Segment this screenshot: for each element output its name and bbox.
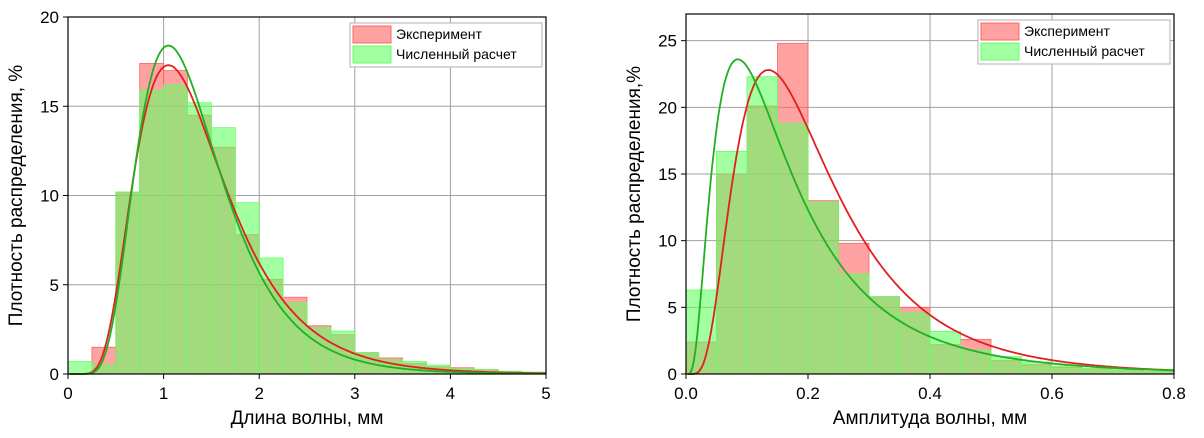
bar-simulation xyxy=(868,296,900,375)
legend: Эксперимент Численный расчет xyxy=(977,19,1171,65)
y-tick-label: 20 xyxy=(40,8,59,27)
y-tick-label: 15 xyxy=(658,165,677,184)
y-axis-label: Плотность распределения, % xyxy=(6,65,27,327)
bar-simulation xyxy=(838,273,870,375)
bar-simulation xyxy=(1051,365,1083,375)
bar-simulation xyxy=(163,84,188,375)
legend-label: Эксперимент xyxy=(396,26,482,42)
legend-swatch xyxy=(352,45,392,64)
bar-simulation xyxy=(67,361,93,375)
bar-simulation xyxy=(807,201,839,375)
x-tick-label: 0.6 xyxy=(1040,384,1064,403)
x-tick-label: 2 xyxy=(254,384,263,403)
x-axis-label: Амплитуда волны, мм xyxy=(833,408,1027,429)
legend: Эксперимент Численный расчет xyxy=(349,22,543,68)
chart-1: 0 1 2 3 4 5 0 5 10 15 20 Длина волны, мм Плотность р… xyxy=(6,8,551,429)
fit-curve-simulation xyxy=(69,44,546,375)
bar-simulation xyxy=(685,289,717,375)
bar-simulation xyxy=(210,127,236,375)
legend-swatch xyxy=(980,22,1020,41)
bar-simulation xyxy=(777,122,809,375)
legend-label: Численный расчет xyxy=(1024,43,1145,59)
y-tick-label: 5 xyxy=(668,298,677,317)
legend-label: Численный расчет xyxy=(396,46,517,62)
y-tick-label: 10 xyxy=(40,187,59,206)
x-tick-label: 1 xyxy=(159,384,168,403)
bar-simulation xyxy=(746,76,778,375)
fit-curve-experiment xyxy=(69,64,546,375)
x-tick-label: 0.8 xyxy=(1162,384,1186,403)
bar-simulation xyxy=(1082,368,1114,375)
x-axis-label: Длина волны, мм xyxy=(231,408,384,429)
y-tick-label: 20 xyxy=(658,98,677,117)
x-tick-label: 0 xyxy=(63,384,72,403)
x-tick-label: 5 xyxy=(541,384,550,403)
x-tick-label: 0.2 xyxy=(796,384,820,403)
y-tick-label: 15 xyxy=(40,97,59,116)
legend-swatch xyxy=(980,42,1020,61)
y-tick-label: 5 xyxy=(50,276,59,295)
y-tick-label: 10 xyxy=(658,232,677,251)
fit-curve-simulation xyxy=(687,58,1175,375)
y-axis-label: Плотность распределения,% xyxy=(624,66,645,322)
x-tick-label: 4 xyxy=(446,384,455,403)
bar-simulation xyxy=(899,312,931,375)
bar-simulation xyxy=(258,257,284,375)
x-tick-label: 3 xyxy=(350,384,359,403)
y-tick-label: 0 xyxy=(50,365,59,384)
bar-simulation xyxy=(139,89,164,375)
y-tick-label: 25 xyxy=(658,32,677,51)
legend-label: Эксперимент xyxy=(1024,23,1110,39)
x-tick-label: 0.4 xyxy=(918,384,942,403)
chart-2: 0.0 0.2 0.4 0.6 0.8 0 5 10 15 20 25 Амплитуда волны… xyxy=(624,13,1186,429)
bar-simulation xyxy=(187,102,212,375)
fit-curve-experiment xyxy=(687,69,1175,375)
x-tick-label: 0.0 xyxy=(674,384,698,403)
legend-swatch xyxy=(352,25,392,44)
y-tick-label: 0 xyxy=(668,365,677,384)
